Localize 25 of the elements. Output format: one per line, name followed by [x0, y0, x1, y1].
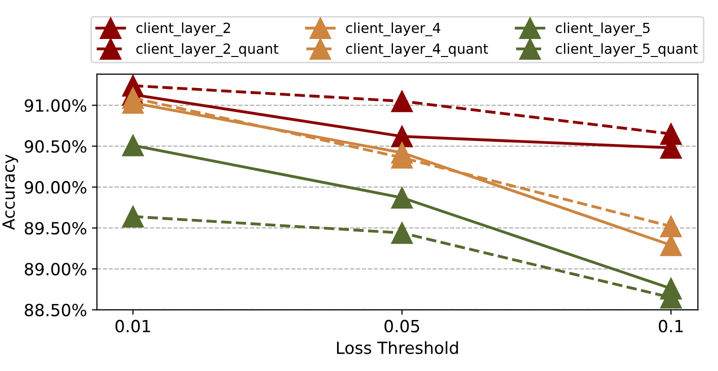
- point: [391, 222, 413, 244]
- legend-label: client_layer_4: [346, 22, 440, 36]
- legend-label: client_layer_5_quant: [556, 43, 698, 57]
- y-tick-label: 90.50%: [24, 140, 86, 153]
- y-tick-label: 89.50%: [24, 222, 86, 235]
- legend-label: client_layer_2: [136, 22, 230, 36]
- point: [391, 186, 413, 209]
- x-tick-label: 0.01: [116, 320, 150, 332]
- y-tick-label: 91.00%: [24, 99, 86, 112]
- point: [660, 215, 682, 238]
- point: [122, 206, 144, 228]
- legend-label: client_layer_2_quant: [136, 43, 278, 57]
- point: [660, 122, 682, 145]
- x-tick-label: 0.05: [384, 320, 420, 332]
- legend-label: client_layer_4_quant: [346, 43, 488, 57]
- point: [391, 90, 413, 112]
- point: [122, 134, 144, 156]
- point: [391, 125, 413, 148]
- x-tick-label: 0.1: [658, 320, 683, 332]
- x-axis-title: Loss Threshold: [337, 341, 458, 354]
- y-axis-title: Accuracy: [2, 154, 18, 230]
- y-tick-label: 88.50%: [24, 304, 86, 316]
- y-tick-label: 89.00%: [24, 262, 86, 276]
- y-tick-label: 90.00%: [24, 181, 86, 194]
- legend-label: client_layer_5: [556, 22, 650, 36]
